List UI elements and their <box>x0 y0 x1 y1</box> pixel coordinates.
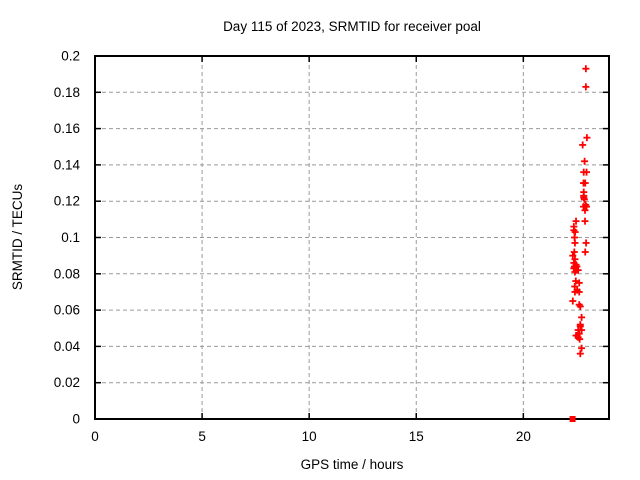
data-point-plus <box>570 248 578 256</box>
data-point-plus <box>578 326 586 334</box>
data-point-plus <box>572 217 580 225</box>
x-tick-label: 5 <box>198 429 206 444</box>
data-points <box>569 65 591 422</box>
data-point-plus <box>581 248 589 256</box>
tick-marks <box>94 55 609 420</box>
data-point-plus <box>582 65 590 73</box>
y-tick-label: 0.2 <box>61 49 80 64</box>
data-point-plus <box>582 83 590 91</box>
tick-labels: 0 0.02 0.04 0.06 0.08 0.1 0.12 0.14 0.16 0.18 0.2 0… <box>54 49 531 445</box>
y-tick-label: 0.16 <box>54 121 80 136</box>
gridlines <box>94 55 609 420</box>
data-point-plus <box>583 203 591 211</box>
y-tick-label: 0.08 <box>54 266 80 281</box>
data-point-plus <box>581 206 589 214</box>
data-point-plus <box>581 157 589 165</box>
y-tick-label: 0 <box>72 412 80 427</box>
data-point-plus <box>576 302 584 310</box>
y-tick-label: 0.14 <box>54 157 81 172</box>
chart-title: Day 115 of 2023, SRMTID for receiver poa… <box>223 19 481 34</box>
data-point-plus <box>571 268 579 276</box>
data-point-plus <box>580 195 588 203</box>
data-point-plus <box>581 217 589 225</box>
data-point-plus <box>579 141 587 149</box>
data-point-plus <box>581 179 589 187</box>
data-point-plus <box>583 134 591 142</box>
y-tick-label: 0.1 <box>61 230 80 245</box>
data-point-plus <box>569 252 577 260</box>
square-icon <box>569 416 576 422</box>
data-point-plus <box>575 288 583 296</box>
data-point-plus <box>576 322 584 330</box>
data-point-plus <box>576 350 584 358</box>
x-axis-title: GPS time / hours <box>301 457 404 472</box>
data-point-plus <box>571 239 579 247</box>
data-point-plus <box>571 255 579 263</box>
data-point-plus <box>578 344 586 352</box>
data-point-plus <box>575 279 583 287</box>
x-tick-label: 15 <box>409 429 424 444</box>
y-tick-label: 0.12 <box>54 194 80 209</box>
data-point-plus <box>576 335 584 343</box>
data-point-plus <box>578 313 586 321</box>
data-point-plus <box>569 297 577 305</box>
data-point-plus <box>582 239 590 247</box>
x-tick-label: 0 <box>91 429 99 444</box>
y-tick-label: 0.02 <box>54 375 80 390</box>
y-tick-label: 0.04 <box>54 339 81 354</box>
x-tick-label: 20 <box>516 429 531 444</box>
y-tick-label: 0.18 <box>54 85 80 100</box>
data-point-square <box>569 416 576 422</box>
data-point-plus <box>583 168 591 176</box>
y-tick-label: 0.06 <box>54 303 80 318</box>
x-tick-label: 10 <box>302 429 317 444</box>
y-axis-title: SRMTID / TECUs <box>10 184 25 291</box>
